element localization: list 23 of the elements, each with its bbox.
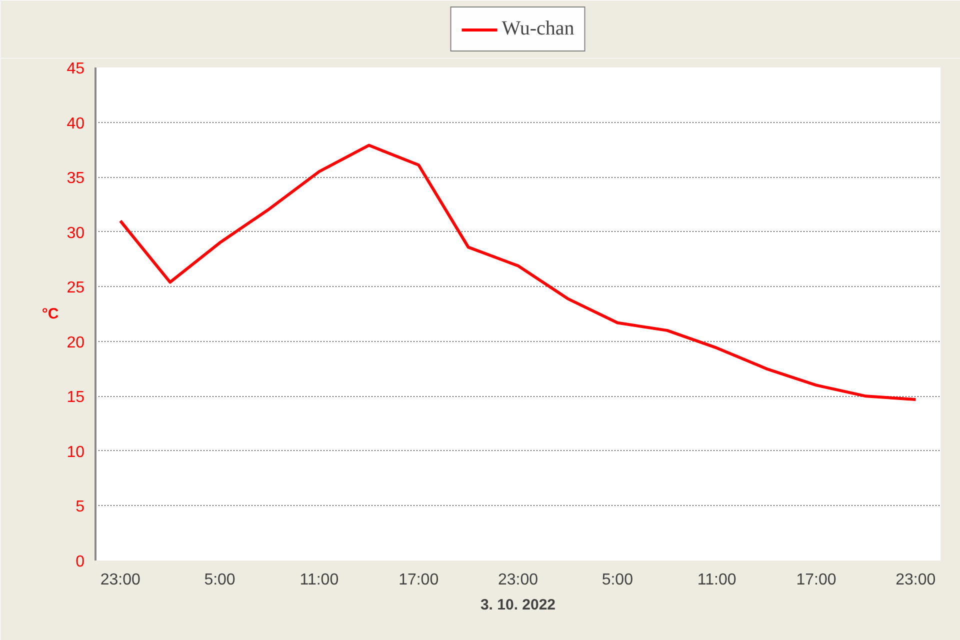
x-tick-label: 23:00	[498, 572, 538, 588]
y-tick-label: 30	[66, 224, 85, 242]
y-tick-label: 15	[66, 389, 85, 406]
x-tick-label: 11:00	[697, 572, 736, 588]
x-axis-title: 3. 10. 2022	[480, 596, 556, 614]
x-tick-label: 17:00	[796, 572, 836, 588]
y-tick-label: 5	[76, 498, 85, 516]
y-axis-title: °C	[42, 306, 59, 322]
legend-label: Wu-chan	[502, 18, 574, 40]
y-tick-label: 45	[66, 60, 85, 78]
y-tick-label: 20	[66, 334, 85, 352]
x-tick-label: 23:00	[100, 572, 140, 588]
y-tick-label: 40	[66, 115, 85, 132]
y-tick-label: 0	[76, 554, 85, 570]
x-tick-label: 11:00	[300, 572, 339, 588]
y-tick-label: 10	[66, 444, 85, 461]
x-tick-label: 23:00	[896, 572, 936, 588]
y-tick-label: 35	[66, 170, 85, 188]
x-tick-label: 5:00	[602, 572, 634, 588]
x-tick-label: 5:00	[204, 572, 236, 588]
y-tick-label: 25	[66, 280, 85, 297]
line-series	[118, 144, 918, 401]
x-tick-label: 17:00	[398, 572, 439, 588]
